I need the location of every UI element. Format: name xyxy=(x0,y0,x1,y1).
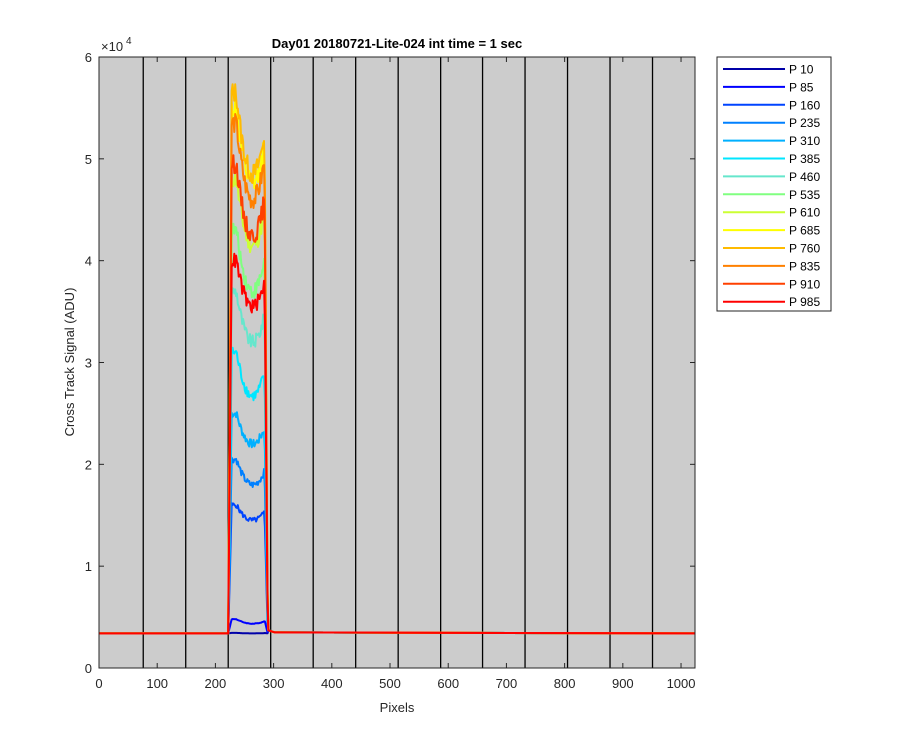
legend-label: P 10 xyxy=(789,63,814,77)
y-tick-label: 4 xyxy=(85,254,92,269)
y-axis-ticks: 0 1 2 3 4 5 6 xyxy=(85,50,695,676)
chart-title: Day01 20180721-Lite-024 int time = 1 sec xyxy=(272,36,522,51)
y-exponent-base: ×10 xyxy=(101,39,123,54)
legend: P 10 P 85 P 160 P 235 P 310 P 385 P 460 P 535 P … xyxy=(716,56,832,312)
series-line-p-10 xyxy=(99,629,696,635)
legend-box xyxy=(716,56,832,312)
series-line-p-385 xyxy=(99,346,696,635)
x-tick-label: 0 xyxy=(95,676,102,691)
legend-label: P 235 xyxy=(789,116,820,130)
series-line-p-535 xyxy=(99,222,696,635)
x-tick-label: 1000 xyxy=(667,676,696,691)
legend-label: P 460 xyxy=(789,170,820,184)
x-axis-label: Pixels xyxy=(380,700,415,715)
x-tick-label: 500 xyxy=(379,676,401,691)
y-tick-label: 5 xyxy=(85,152,92,167)
series-line-p-460 xyxy=(99,287,696,635)
x-axis-ticks: 0 100 200 300 400 500 600 700 800 900 1000 xyxy=(95,57,695,691)
x-tick-label: 300 xyxy=(263,676,285,691)
legend-label: P 85 xyxy=(789,80,814,94)
series-layer xyxy=(99,83,696,635)
legend-label: P 160 xyxy=(789,98,820,112)
x-tick-label: 900 xyxy=(612,676,634,691)
series-line-p-760 xyxy=(99,83,696,635)
y-axis-label: Cross Track Signal (ADU) xyxy=(62,288,77,437)
x-tick-label: 700 xyxy=(496,676,518,691)
series-line-p-160 xyxy=(99,502,696,635)
legend-label: P 685 xyxy=(789,224,820,238)
x-tick-label: 600 xyxy=(437,676,459,691)
y-tick-label: 2 xyxy=(85,457,92,472)
legend-label: P 835 xyxy=(789,259,820,273)
series-line-p-910 xyxy=(99,154,696,635)
series-line-p-85 xyxy=(99,618,696,635)
y-tick-label: 3 xyxy=(85,356,92,371)
legend-label: P 535 xyxy=(789,188,820,202)
y-exponent-power: 4 xyxy=(126,36,132,47)
x-tick-label: 800 xyxy=(554,676,576,691)
series-line-p-835 xyxy=(99,113,696,635)
x-tick-label: 200 xyxy=(205,676,227,691)
legend-label: P 610 xyxy=(789,206,820,220)
x-tick-label: 400 xyxy=(321,676,343,691)
series-line-p-985 xyxy=(99,252,696,635)
plot-area xyxy=(99,57,695,668)
legend-label: P 985 xyxy=(789,295,820,309)
x-tick-label: 100 xyxy=(146,676,168,691)
legend-label: P 910 xyxy=(789,277,820,291)
y-tick-label: 6 xyxy=(85,50,92,65)
legend-label: P 310 xyxy=(789,134,820,148)
legend-label: P 385 xyxy=(789,152,820,166)
legend-label: P 760 xyxy=(789,242,820,256)
series-line-p-235 xyxy=(99,456,696,635)
vertical-boundary-lines xyxy=(142,57,654,668)
series-line-p-310 xyxy=(99,411,696,635)
y-tick-label: 0 xyxy=(85,661,92,676)
y-tick-label: 1 xyxy=(85,559,92,574)
